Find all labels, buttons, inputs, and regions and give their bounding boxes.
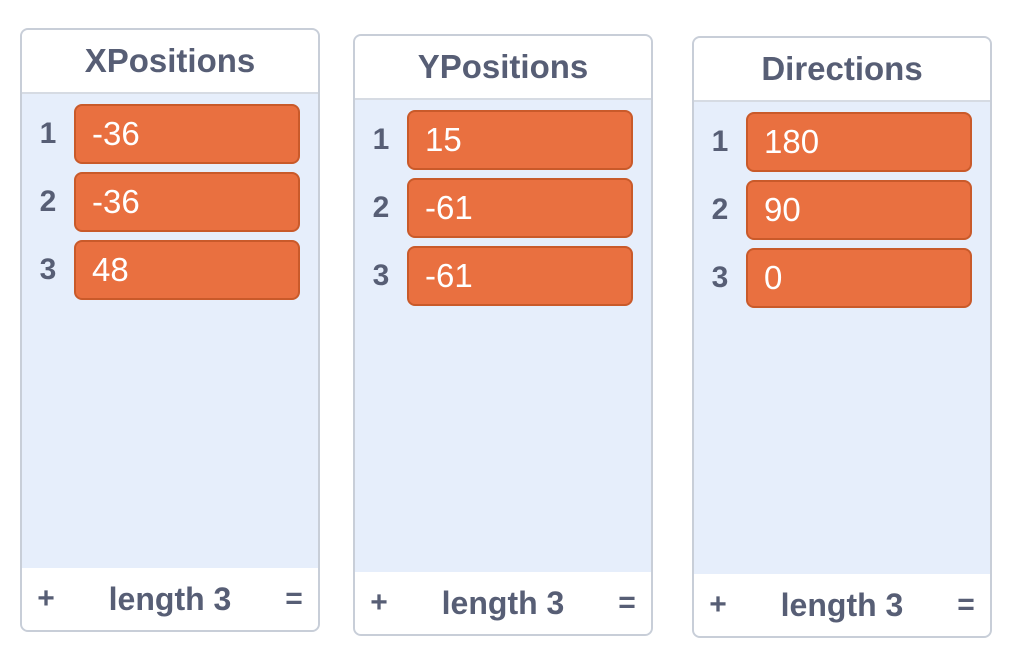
list-header: YPositions: [355, 36, 651, 100]
list-item-value[interactable]: -61: [407, 178, 633, 238]
add-item-button[interactable]: +: [709, 588, 727, 621]
list-monitor-directions[interactable]: Directions 1 180 2 90 3 0 + length 3 =: [692, 36, 992, 638]
list-item-index: 1: [39, 117, 57, 150]
list-item-value[interactable]: -61: [407, 246, 633, 306]
list-length-label: length 3: [441, 584, 565, 621]
list-item: 3 0: [694, 246, 990, 310]
list-item-index: 1: [372, 123, 390, 156]
list-title: XPositions: [84, 42, 256, 79]
list-item-value[interactable]: -36: [74, 172, 300, 232]
list-header: Directions: [694, 38, 990, 102]
list-footer: + length 3 =: [355, 572, 651, 634]
resize-handle[interactable]: =: [618, 586, 636, 619]
list-item: 2 -61: [355, 176, 651, 240]
list-item: 2 -36: [22, 170, 318, 234]
list-item-index: 2: [711, 193, 729, 226]
add-item-button[interactable]: +: [370, 586, 388, 619]
list-header: XPositions: [22, 30, 318, 94]
list-item-value[interactable]: 90: [746, 180, 972, 240]
list-item-index: 2: [39, 185, 57, 218]
list-item: 1 180: [694, 110, 990, 174]
list-item-value[interactable]: 15: [407, 110, 633, 170]
list-item-index: 2: [372, 191, 390, 224]
list-item-index: 3: [372, 259, 390, 292]
list-title: Directions: [761, 50, 923, 87]
list-footer: + length 3 =: [694, 574, 990, 636]
list-monitor-xpositions[interactable]: XPositions 1 -36 2 -36 3 48 + length 3 =: [20, 28, 320, 632]
list-item-index: 1: [711, 125, 729, 158]
add-item-button[interactable]: +: [37, 582, 55, 615]
list-body[interactable]: 1 15 2 -61 3 -61: [355, 100, 651, 572]
list-item: 3 -61: [355, 244, 651, 308]
list-body[interactable]: 1 -36 2 -36 3 48: [22, 94, 318, 568]
list-item: 3 48: [22, 238, 318, 302]
list-item-value[interactable]: 180: [746, 112, 972, 172]
list-title: YPositions: [417, 48, 589, 85]
resize-handle[interactable]: =: [285, 582, 303, 615]
list-item-value[interactable]: 0: [746, 248, 972, 308]
list-item-index: 3: [711, 261, 729, 294]
list-footer: + length 3 =: [22, 568, 318, 630]
list-length-label: length 3: [780, 586, 904, 623]
resize-handle[interactable]: =: [957, 588, 975, 621]
list-body[interactable]: 1 180 2 90 3 0: [694, 102, 990, 574]
list-item: 1 -36: [22, 102, 318, 166]
list-length-label: length 3: [108, 580, 232, 617]
list-item: 1 15: [355, 108, 651, 172]
list-item: 2 90: [694, 178, 990, 242]
list-monitor-ypositions[interactable]: YPositions 1 15 2 -61 3 -61 + length 3 =: [353, 34, 653, 636]
list-item-index: 3: [39, 253, 57, 286]
list-item-value[interactable]: 48: [74, 240, 300, 300]
list-item-value[interactable]: -36: [74, 104, 300, 164]
